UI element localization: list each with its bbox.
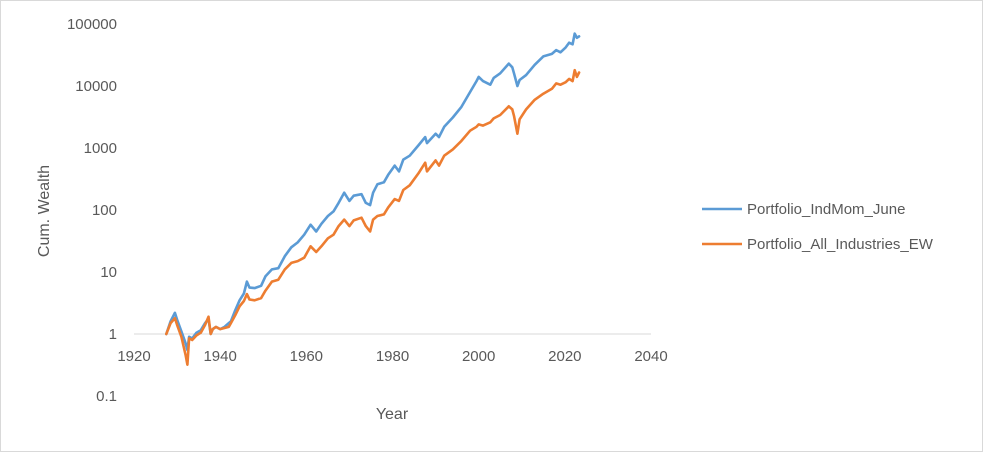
- x-tick-label: 2040: [634, 348, 667, 365]
- legend: Portfolio_IndMom_June Portfolio_All_Indus…: [702, 201, 934, 253]
- series-line-1: [165, 32, 581, 352]
- legend-label: Portfolio_All_Industries_EW: [747, 236, 934, 253]
- y-tick-label: 0.1: [96, 388, 117, 405]
- y-tick-label: 10000: [75, 78, 117, 95]
- y-tick-label: 100000: [67, 16, 117, 33]
- y-tick-label: 1: [109, 326, 117, 343]
- x-axis-tick-labels: 1920 1940 1960 1980 2000 2020 2040: [117, 348, 667, 365]
- legend-label: Portfolio_IndMom_June: [747, 201, 905, 218]
- x-axis-title: Year: [376, 406, 409, 423]
- y-tick-label: 1000: [84, 140, 117, 157]
- x-tick-label: 1940: [203, 348, 236, 365]
- x-tick-label: 1960: [290, 348, 323, 365]
- y-axis-tick-labels: 0.1 1 10 100 1000 10000 100000: [67, 16, 117, 405]
- x-tick-label: 2000: [462, 348, 495, 365]
- x-tick-label: 1920: [117, 348, 150, 365]
- x-tick-label: 2020: [548, 348, 581, 365]
- series-line-2: [165, 68, 581, 367]
- y-tick-label: 100: [92, 202, 117, 219]
- y-tick-label: 10: [100, 264, 117, 281]
- x-tick-label: 1980: [376, 348, 409, 365]
- y-axis-title: Cum. Wealth: [36, 165, 53, 257]
- series-lines: [165, 32, 581, 367]
